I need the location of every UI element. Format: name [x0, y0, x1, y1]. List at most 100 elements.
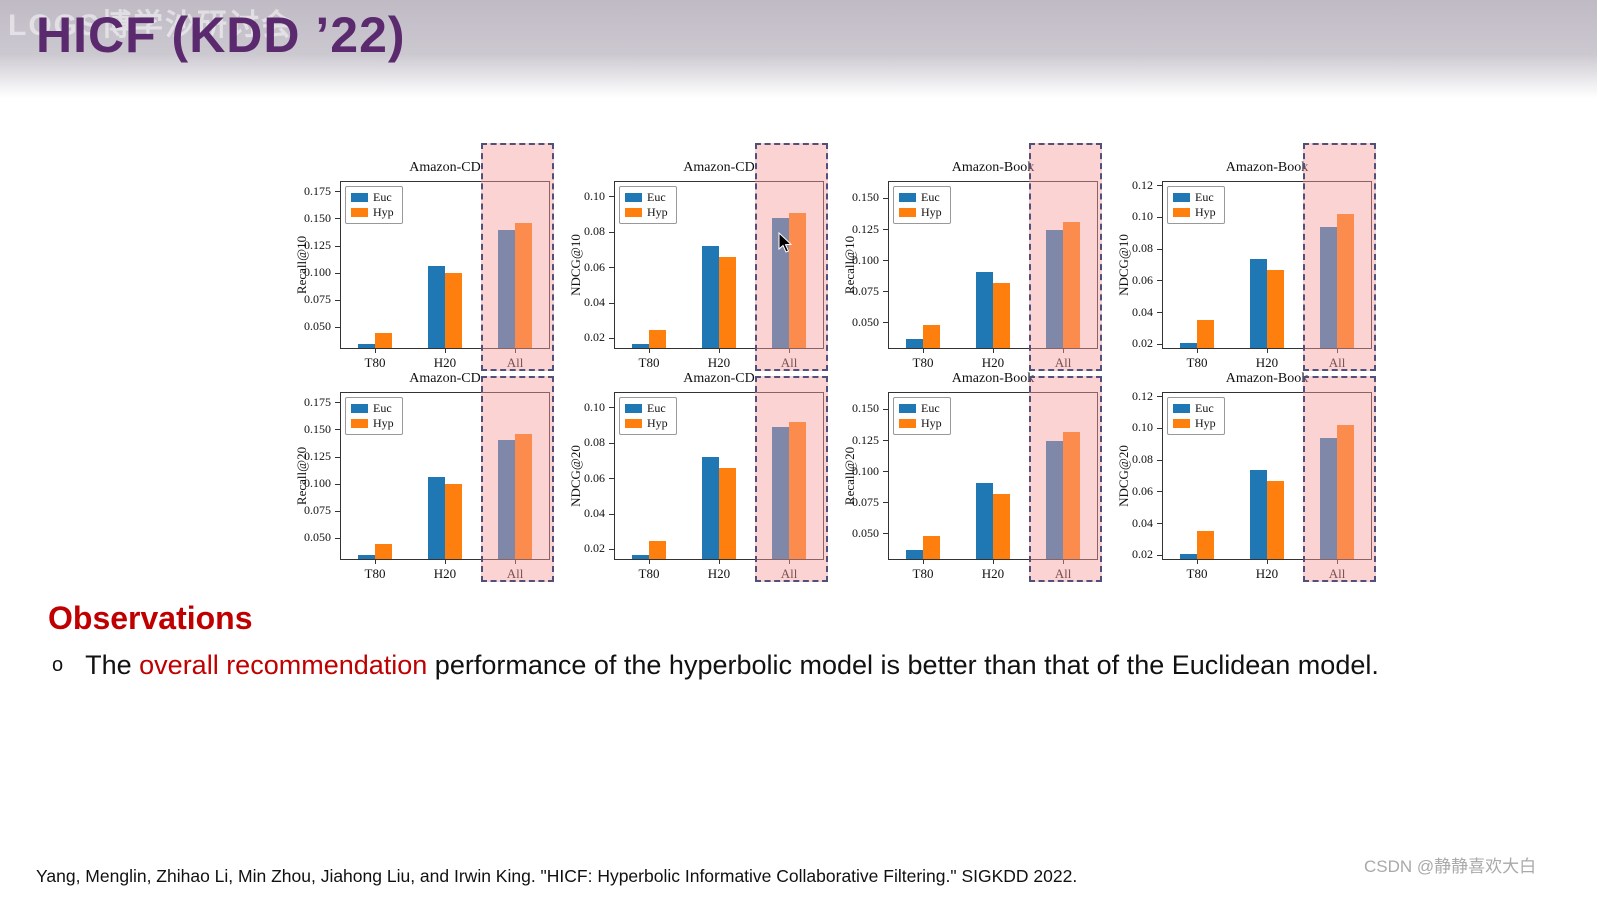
bar-euc-h20 [976, 271, 993, 349]
y-tick-label: 0.04 [584, 295, 605, 310]
legend-label: Hyp [921, 416, 942, 430]
chart-amazon-cd-recall-20: Amazon-CD Recall@20 Euc Hyp 0.050 0.075 0.100 0… [283, 368, 557, 582]
x-tick-mark [922, 349, 924, 353]
x-tick-label: H20 [433, 355, 457, 370]
bar-hyp-all [1063, 222, 1080, 349]
y-tick-mark [335, 272, 340, 274]
y-tick-label: 0.150 [852, 190, 879, 205]
x-tick-mark [444, 560, 446, 564]
y-tick-mark [609, 196, 614, 198]
chart-plot-area: Euc Hyp [888, 181, 1098, 349]
bar-hyp-h20 [993, 283, 1010, 349]
chart-ylabel: NDCG@10 [1115, 181, 1133, 349]
x-tick-mark [1266, 349, 1268, 353]
y-tick-mark [883, 322, 888, 324]
x-tick-label: All [1054, 355, 1072, 370]
x-tick-mark [374, 560, 376, 564]
legend-item: Hyp [899, 205, 942, 220]
y-tick-mark [335, 299, 340, 301]
y-tick-label: 0.08 [1132, 241, 1153, 256]
legend-swatch-euc [351, 404, 368, 413]
y-tick-mark [1157, 554, 1162, 556]
y-tick-label: 0.075 [304, 292, 331, 307]
y-tick-mark [883, 291, 888, 293]
bar-hyp-h20 [445, 273, 462, 349]
legend-swatch-hyp [351, 208, 368, 217]
x-tick-label: H20 [1255, 355, 1279, 370]
y-tick-mark [335, 402, 340, 404]
y-tick-mark [609, 302, 614, 304]
y-tick-mark [609, 337, 614, 339]
page-title: HICF (KDD ’22) [36, 7, 406, 63]
x-tick-label: All [780, 566, 798, 581]
y-tick-label: 0.12 [1132, 177, 1153, 192]
x-tick-mark [514, 560, 516, 564]
bar-hyp-h20 [719, 257, 736, 349]
x-tick-label: All [1328, 355, 1346, 370]
x-tick-mark [718, 560, 720, 564]
bar-euc-all [498, 439, 515, 560]
bar-hyp-t80 [1197, 531, 1214, 560]
y-tick-label: 0.10 [1132, 420, 1153, 435]
bar-hyp-t80 [375, 332, 392, 349]
y-tick-mark [335, 483, 340, 485]
y-tick-label: 0.100 [852, 252, 879, 267]
legend-item: Euc [351, 190, 394, 205]
legend-item: Euc [899, 190, 942, 205]
y-tick-mark [1157, 427, 1162, 429]
chart-plot-area: Euc Hyp [340, 181, 550, 349]
bar-hyp-t80 [649, 329, 666, 349]
legend-label: Euc [1195, 401, 1214, 415]
bar-hyp-all [515, 434, 532, 560]
y-tick-mark [1157, 280, 1162, 282]
y-tick-mark [883, 440, 888, 442]
observation-bullet: o The overall recommendation performance … [52, 650, 1572, 681]
bar-hyp-all [789, 212, 806, 349]
legend-label: Euc [921, 401, 940, 415]
y-tick-label: 0.08 [584, 224, 605, 239]
x-tick-mark [648, 349, 650, 353]
bar-hyp-t80 [649, 540, 666, 560]
chart-title: Amazon-Book [1225, 371, 1309, 386]
bar-euc-h20 [702, 246, 719, 349]
bullet-text: The overall recommendation performance o… [85, 650, 1379, 680]
x-tick-mark [1336, 560, 1338, 564]
y-tick-mark [335, 537, 340, 539]
y-tick-mark [609, 267, 614, 269]
y-tick-mark [335, 191, 340, 193]
bar-euc-t80 [1180, 342, 1197, 349]
y-tick-label: 0.02 [1132, 336, 1153, 351]
chart-legend: Euc Hyp [619, 397, 677, 435]
legend-label: Hyp [373, 416, 394, 430]
chart-ylabel: NDCG@20 [1115, 392, 1133, 560]
y-tick-mark [335, 245, 340, 247]
bar-euc-t80 [632, 554, 649, 560]
bar-euc-all [1046, 440, 1063, 560]
y-tick-label: 0.04 [1132, 304, 1153, 319]
bar-euc-t80 [632, 343, 649, 349]
legend-item: Euc [625, 190, 668, 205]
chart-title: Amazon-Book [1225, 160, 1309, 175]
x-tick-mark [374, 349, 376, 353]
bar-hyp-all [789, 422, 806, 560]
x-tick-label: H20 [707, 566, 731, 581]
chart-legend: Euc Hyp [1167, 186, 1225, 224]
bullet-text-prefix: The [85, 650, 140, 680]
chart-legend: Euc Hyp [1167, 397, 1225, 435]
y-tick-label: 0.125 [852, 432, 879, 447]
y-tick-mark [1157, 185, 1162, 187]
chart-legend: Euc Hyp [893, 186, 951, 224]
y-tick-mark [1157, 248, 1162, 250]
y-tick-label: 0.04 [1132, 515, 1153, 530]
y-tick-label: 0.075 [304, 503, 331, 518]
y-tick-label: 0.050 [852, 314, 879, 329]
bar-hyp-h20 [1267, 480, 1284, 560]
y-tick-label: 0.10 [584, 399, 605, 414]
x-tick-label: H20 [433, 566, 457, 581]
y-tick-mark [609, 548, 614, 550]
bar-euc-all [772, 218, 789, 349]
bullet-text-suffix: performance of the hyperbolic model is b… [427, 650, 1379, 680]
legend-swatch-hyp [625, 208, 642, 217]
x-tick-mark [1196, 560, 1198, 564]
bar-euc-t80 [1180, 553, 1197, 560]
